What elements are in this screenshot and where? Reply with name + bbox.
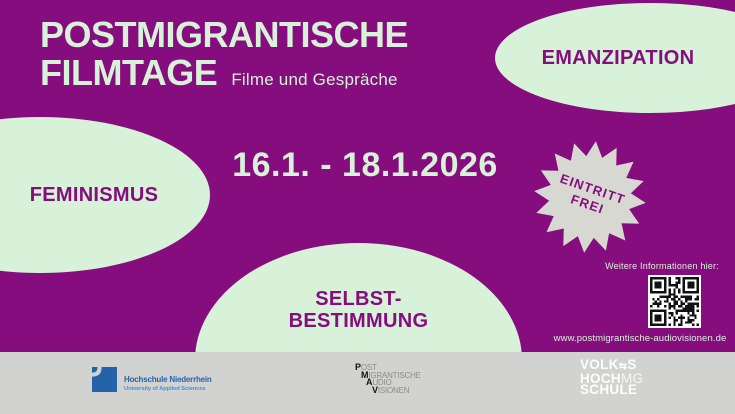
hochschule-niederrhein-logo: Hochschule Niederrhein University of App… <box>92 367 212 392</box>
topic-label-emanzipation: EMANZIPATION <box>541 46 695 69</box>
topic-label-feminismus: FEMINISMUS <box>29 183 159 206</box>
topic-label-selbst-line1: SELBST- <box>315 288 402 310</box>
vhs-l3: SCHULE <box>580 382 638 397</box>
free-entry-badge: EINTRITT FREI <box>532 139 648 255</box>
title-block: POSTMIGRANTISCHE FILMTAGE Filme und Gesp… <box>40 14 409 93</box>
pmav-l2-initial: M <box>361 369 369 380</box>
topic-label-selbstbestimmung: SELBST- BESTIMMUNG <box>289 288 429 333</box>
vhs-l2b: MG <box>620 370 644 386</box>
pmav-l1-initial: P <box>355 362 361 372</box>
hsn-tagline: University of Applied Sciences <box>124 386 206 392</box>
pmav-l3-initial: A <box>366 377 373 388</box>
vhs-l1b: S <box>627 357 637 372</box>
event-date: 16.1. - 18.1.2026 <box>232 146 498 184</box>
pmav-l1-rest: OST <box>360 363 377 372</box>
footer-logo-bar: Hochschule Niederrhein University of App… <box>0 352 735 414</box>
pmav-l2-rest: IGRANTISCHE <box>368 370 421 380</box>
qr-code-icon <box>648 275 701 328</box>
poster-title-line2: FILMTAGE <box>40 52 218 93</box>
pmav-l3-rest: UDIO <box>372 378 392 388</box>
info-url: www.postmigrantische-audiovisionen.de <box>553 333 727 344</box>
starburst-icon <box>534 141 646 253</box>
pmav-l4-initial: V <box>372 384 378 395</box>
volkshochschule-logo: VOLK⇆S HOCHMG SCHULE <box>580 357 644 397</box>
postmigrantische-audiovisionen-logo: POST MIGRANTISCHE AUDIO VISIONEN <box>355 362 421 395</box>
hochschule-niederrhein-icon <box>92 367 117 392</box>
pmav-l4-rest: ISIONEN <box>377 385 410 395</box>
vhs-l2a: HOCH <box>580 370 621 386</box>
hsn-name: Hochschule Niederrhein <box>124 375 212 384</box>
topic-blob-feminismus: FEMINISMUS <box>0 117 210 273</box>
poster-title-line1: POSTMIGRANTISCHE <box>40 14 409 55</box>
topic-blob-emanzipation: EMANZIPATION <box>495 3 735 113</box>
poster-subtitle: Filme und Gespräche <box>231 70 398 89</box>
vhs-l1a: VOLK <box>580 357 619 372</box>
info-label: Weitere Informationen hier: <box>605 261 719 271</box>
topic-label-selbst-line2: BESTIMMUNG <box>288 310 429 333</box>
vhs-arrows-icon: ⇆ <box>618 361 628 372</box>
